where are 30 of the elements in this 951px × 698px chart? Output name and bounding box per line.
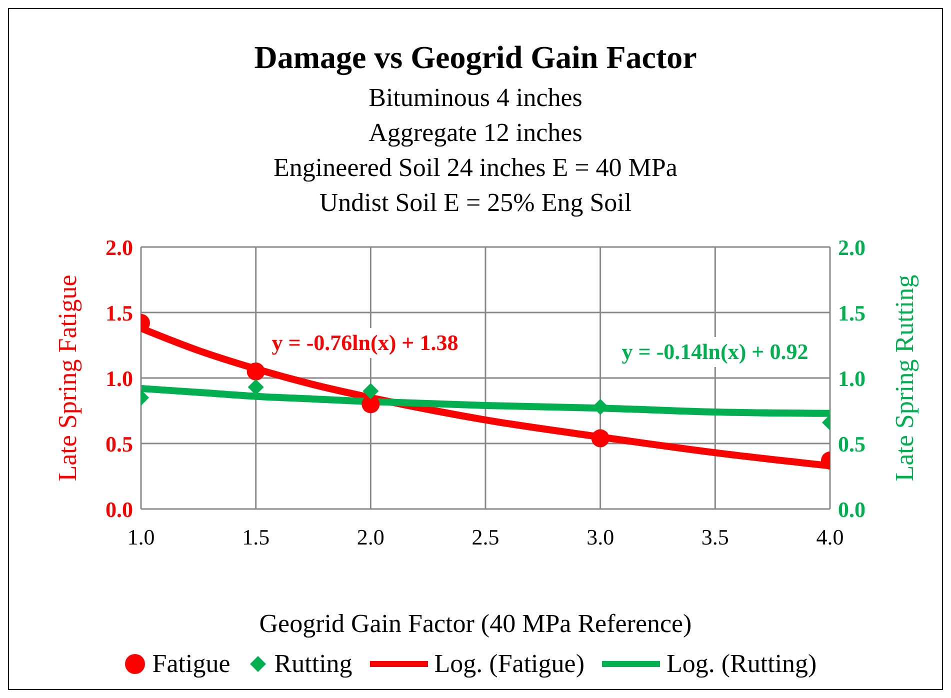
point (246, 362, 265, 380)
y2-tick-label: 0.5 (838, 431, 866, 456)
legend-label: Log. (Fatigue) (434, 649, 584, 679)
annotation: y = -0.76ln(x) + 1.38 (268, 328, 462, 358)
y-axis-title: Late Spring Fatigue (53, 274, 82, 482)
chart-subtitle: Bituminous 4 inches Aggregate 12 inches Engineered Soil 24 inches E = 40 MPa Undist Soil E = 25% Eng Soil (272, 82, 678, 219)
x-tick-label: 2.0 (356, 524, 384, 550)
x-tick-label: 3.5 (701, 524, 729, 550)
y2-axis-title: Late Spring Rutting (890, 274, 920, 482)
x-tick-label: 4.0 (816, 524, 844, 550)
legend-label: Log. (Rutting) (666, 649, 817, 679)
y2-tick-label: 1.5 (838, 300, 866, 326)
x-tick-label: 2.5 (472, 524, 500, 550)
y-tick-label: 0.5 (106, 431, 133, 456)
y2-tick-label: 2.0 (838, 234, 866, 260)
point (362, 383, 379, 400)
chart-title: Damage vs Geogrid Gain Factor (253, 39, 698, 76)
x-tick-label: 3.0 (586, 524, 614, 550)
annotation: y = -0.14ln(x) + 0.92 (618, 337, 812, 367)
x-axis-title: Geogrid Gain Factor (40 MPa Reference) (258, 609, 693, 639)
x-tick-label: 1.0 (127, 524, 155, 550)
y-tick-label: 0.0 (106, 496, 133, 522)
y2-tick-label: 1.0 (838, 366, 866, 391)
legend-label: Fatigue (152, 649, 230, 679)
y-tick-label: 1.5 (106, 300, 133, 326)
y2-tick-label: 0.0 (838, 496, 866, 522)
y-tick-label: 1.0 (106, 366, 133, 391)
y-tick-label: 2.0 (106, 234, 133, 260)
legend-label: Rutting (274, 649, 352, 679)
x-tick-label: 1.5 (242, 524, 270, 550)
